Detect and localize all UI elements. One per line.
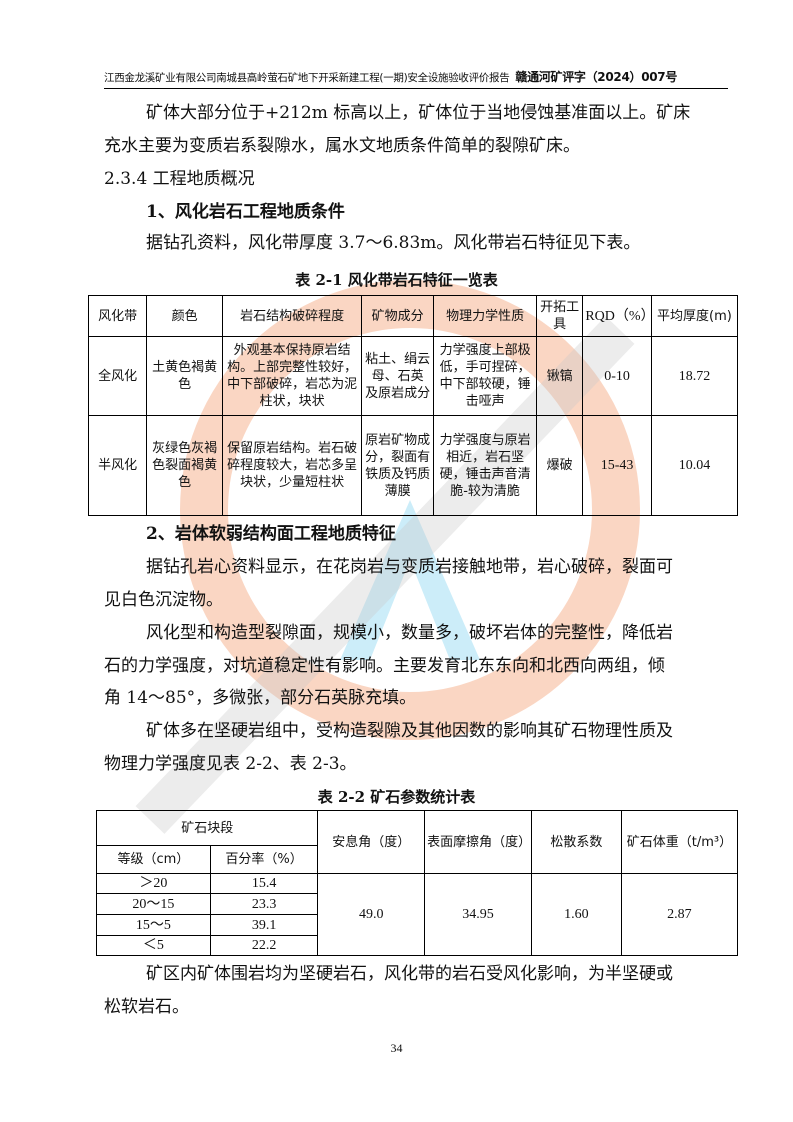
header-cell: RQD（%） bbox=[582, 295, 655, 337]
header-cell: 开拓工具 bbox=[535, 295, 584, 337]
header-cell: 松散系数 bbox=[530, 810, 622, 874]
header-cell: 百分率（%） bbox=[209, 845, 319, 874]
paragraph-line: 矿体大部分位于+212m 标高以上，矿体位于当地侵蚀基准面以上。矿床 bbox=[146, 103, 691, 123]
cell: 49.0 bbox=[317, 873, 426, 956]
cell: 锹镐 bbox=[535, 336, 584, 416]
header-cell: 颜色 bbox=[146, 295, 224, 337]
table2-caption: 表 2-2 矿石参数统计表 bbox=[317, 788, 476, 806]
table-row: 全风化 土黄色褐黄色 外观基本保持原岩结构。上部完整性较好，中下部破碎，岩芯为泥… bbox=[87, 336, 739, 416]
table-row: ＜5 22.2 bbox=[96, 935, 738, 956]
paragraph-line: 矿体多在坚硬岩组中，受构造裂隙及其他因数的影响其矿石物理性质及 bbox=[146, 721, 673, 741]
cell: 20～15 bbox=[96, 893, 211, 915]
header-cell: 物理力学性质 bbox=[433, 295, 537, 337]
weathering-table: 风化带 颜色 岩石结构破碎程度 矿物成分 物理力学性质 开拓工具 RQD（%） … bbox=[87, 295, 739, 516]
cell: 34.95 bbox=[424, 873, 532, 956]
header-title: 江西金龙溪矿业有限公司南城县高岭萤石矿地下开采新建工程(一期)安全设施验收评价报… bbox=[104, 72, 510, 84]
header-cell: 风化带 bbox=[87, 295, 148, 337]
cell: 18.72 bbox=[650, 336, 739, 416]
ore-parameter-table: 矿石块段 安息角（度） 表面摩擦角（度） 松散系数 矿石体重（t/m³） 等级（… bbox=[95, 810, 739, 956]
paragraph-line: 物理力学强度见表 2-2、表 2-3。 bbox=[104, 754, 357, 774]
page-number: 34 bbox=[390, 1041, 403, 1055]
cell: 力学强度上部极低，手可捏碎，中下部较硬，锤击哑声 bbox=[433, 336, 537, 416]
header-doc-number: 赣通河矿评字（2024）007号 bbox=[515, 70, 678, 84]
paragraph-line: 矿区内矿体围岩均为坚硬岩石，风化带的岩石受风化影响，为半坚硬或 bbox=[146, 964, 673, 984]
page-header: 江西金龙溪矿业有限公司南城县高岭萤石矿地下开采新建工程(一期)安全设施验收评价报… bbox=[104, 68, 744, 85]
header-cell: 矿石体重（t/m³） bbox=[620, 810, 739, 874]
cell: 22.2 bbox=[209, 935, 319, 956]
cell: 0-10 bbox=[582, 336, 652, 416]
table-row: 半风化 灰绿色灰褐色裂面褐黄色 保留原岩结构。岩石破碎程度较大，岩芯多呈块状，少… bbox=[87, 415, 739, 516]
cell: 半风化 bbox=[87, 415, 148, 516]
header-cell: 等级（cm） bbox=[96, 845, 211, 874]
paragraph-line: 据钻孔资料，风化带厚度 3.7～6.83m。风化带岩石特征见下表。 bbox=[146, 233, 641, 253]
cell: 23.3 bbox=[209, 893, 319, 915]
subsection-heading: 1、风化岩石工程地质条件 bbox=[146, 202, 345, 222]
header-divider bbox=[104, 88, 728, 89]
cell: 2.87 bbox=[620, 873, 739, 956]
cell: 力学强度与原岩相近，岩石坚硬，锤击声音清脆-较为清脆 bbox=[433, 415, 537, 516]
paragraph-line: 松软岩石。 bbox=[104, 997, 189, 1017]
cell: 灰绿色灰褐色裂面褐黄色 bbox=[146, 415, 224, 516]
table-subheader-row: 等级（cm） 百分率（%） bbox=[96, 845, 738, 874]
cell: ＞20 bbox=[96, 873, 211, 894]
subsection-heading: 2、岩体软弱结构面工程地质特征 bbox=[146, 524, 396, 544]
paragraph-line: 据钻孔岩心资料显示，在花岗岩与变质岩接触地带，岩心破碎，裂面可 bbox=[146, 557, 673, 577]
header-cell: 矿石块段 bbox=[95, 810, 319, 846]
paragraph-line: 石的力学强度，对坑道稳定性有影响。主要发育北东东向和北西向两组，倾 bbox=[104, 656, 665, 676]
table1-caption: 表 2-1 风化带岩石特征一览表 bbox=[295, 271, 498, 289]
paragraph-line: 见白色沉淀物。 bbox=[104, 590, 223, 610]
table-row: 20～15 23.3 bbox=[96, 893, 738, 915]
cell: 15～5 bbox=[96, 914, 211, 936]
header-cell: 表面摩擦角（度） bbox=[424, 810, 532, 874]
cell: 39.1 bbox=[209, 914, 319, 936]
header-cell: 平均厚度(m) bbox=[650, 295, 739, 337]
cell: 10.04 bbox=[650, 415, 739, 516]
paragraph-line: 充水主要为变质岩系裂隙水，属水文地质条件简单的裂隙矿床。 bbox=[104, 136, 580, 156]
cell: 粘土、绢云母、石英 及原岩成分 bbox=[361, 336, 435, 416]
cell: 15-43 bbox=[582, 415, 652, 516]
section-heading: 2.3.4 工程地质概况 bbox=[104, 169, 255, 189]
cell: 原岩矿物成分，裂面有铁质及钙质薄膜 bbox=[361, 415, 435, 516]
header-cell: 矿物成分 bbox=[361, 295, 435, 337]
cell: 15.4 bbox=[209, 873, 319, 894]
table-header-row: 矿石块段 安息角（度） 表面摩擦角（度） 松散系数 矿石体重（t/m³） bbox=[95, 810, 739, 874]
table-row: 15～5 39.1 bbox=[96, 914, 738, 936]
cell: ＜5 bbox=[96, 935, 211, 956]
cell: 爆破 bbox=[535, 415, 584, 516]
cell: 保留原岩结构。岩石破碎程度较大，岩芯多呈块状，少量短柱状 bbox=[222, 415, 363, 516]
header-cell: 安息角（度） bbox=[317, 810, 426, 874]
cell: 全风化 bbox=[87, 336, 148, 416]
table-row: ＞20 15.4 49.0 34.95 1.60 2.87 bbox=[96, 873, 739, 956]
cell: 1.60 bbox=[530, 873, 622, 956]
table-header-row: 风化带 颜色 岩石结构破碎程度 矿物成分 物理力学性质 开拓工具 RQD（%） … bbox=[87, 295, 739, 337]
paragraph-line: 风化型和构造型裂隙面，规模小，数量多，破坏岩体的完整性，降低岩 bbox=[146, 623, 673, 643]
cell: 外观基本保持原岩结构。上部完整性较好，中下部破碎，岩芯为泥柱状，块状 bbox=[222, 336, 363, 416]
cell: 土黄色褐黄色 bbox=[146, 336, 224, 416]
header-cell: 岩石结构破碎程度 bbox=[222, 295, 363, 337]
paragraph-line: 角 14～85°，多微张，部分石英脉充填。 bbox=[104, 688, 417, 708]
